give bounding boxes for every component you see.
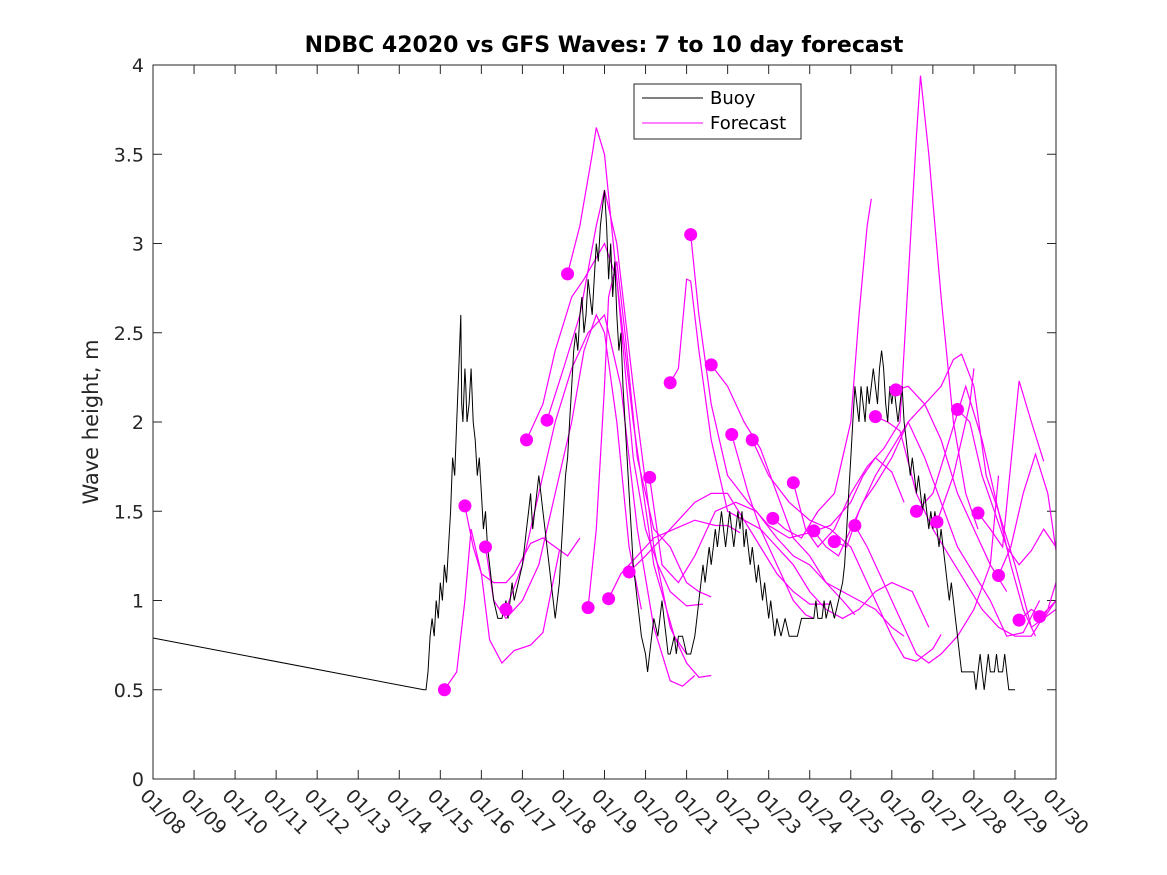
forecast-line [546, 189, 712, 678]
forecast-start-marker [745, 433, 759, 447]
y-tick-label: 3 [132, 234, 144, 256]
forecast-start-marker [992, 569, 1006, 583]
forecast-start-marker [704, 358, 718, 372]
forecast-start-marker [725, 427, 739, 441]
forecast-start-marker [1033, 610, 1047, 624]
forecast-start-marker [868, 410, 882, 424]
forecast-start-marker [458, 499, 472, 513]
forecast-line [484, 313, 642, 620]
forecast-line [772, 198, 872, 539]
y-tick-label: 0.5 [114, 680, 144, 702]
forecast-line [443, 528, 560, 691]
y-tick-label: 0 [132, 769, 144, 791]
legend-forecast-label: Forecast [710, 113, 786, 134]
forecast-markers [437, 228, 1047, 697]
forecast-start-marker [1012, 613, 1026, 627]
forecast-line [875, 416, 1057, 637]
y-axis-label: Wave height, m [79, 339, 103, 504]
forecast-line [957, 409, 1057, 566]
y-tick-label: 3.5 [114, 144, 144, 166]
plot-area [153, 65, 1056, 779]
forecast-start-marker [437, 683, 451, 697]
forecast-line [628, 492, 831, 605]
forecast-start-marker [971, 506, 985, 520]
legend: Buoy Forecast [633, 83, 802, 140]
y-tick-label: 2.5 [114, 323, 144, 345]
forecast-start-marker [478, 540, 492, 554]
forecast-start-marker [540, 413, 554, 427]
forecast-series [443, 75, 1057, 691]
forecast-start-marker [663, 376, 677, 390]
forecast-start-marker [684, 228, 698, 242]
forecast-line [731, 434, 930, 628]
forecast-line [977, 380, 1045, 549]
y-tick-label: 4 [132, 55, 144, 77]
forecast-line [895, 353, 1037, 637]
forecast-start-marker [643, 470, 657, 484]
forecast-start-marker [622, 565, 636, 579]
forecast-start-marker [602, 592, 616, 606]
forecast-line [854, 475, 1000, 664]
forecast-start-marker [581, 601, 595, 615]
forecast-line [813, 403, 1008, 592]
y-axis: 0 0.5 1 1.5 2 2.5 3 3.5 4 [114, 55, 1056, 791]
forecast-line [587, 261, 712, 608]
forecast-start-marker [807, 524, 821, 538]
forecast-start-marker [848, 519, 862, 533]
forecast-start-marker [909, 504, 923, 518]
forecast-line [997, 452, 1057, 576]
forecast-line [936, 368, 975, 523]
forecast-start-marker [930, 515, 944, 529]
forecast-line [567, 127, 704, 607]
forecast-start-marker [561, 267, 575, 281]
forecast-start-marker [520, 433, 534, 447]
legend-buoy-label: Buoy [710, 88, 756, 109]
forecast-start-marker [889, 383, 903, 397]
forecast-line [710, 364, 905, 637]
forecast-line [525, 242, 688, 655]
buoy-series [152, 189, 1015, 691]
buoy-line [152, 189, 1015, 691]
forecast-line [792, 75, 979, 548]
plot-frame [152, 64, 1057, 780]
chart-title: NDBC 42020 vs GFS Waves: 7 to 10 day for… [305, 33, 904, 58]
forecast-line [915, 384, 1057, 629]
forecast-line [505, 313, 696, 687]
forecast-start-marker [786, 476, 800, 490]
forecast-start-marker [827, 535, 841, 549]
forecast-start-marker [766, 511, 780, 525]
y-tick-label: 2 [132, 412, 144, 434]
legend-box [633, 83, 802, 140]
y-tick-label: 1.5 [114, 501, 144, 523]
forecast-line [464, 505, 581, 584]
forecast-start-marker [950, 403, 964, 417]
y-tick-label: 1 [132, 591, 144, 613]
forecast-line [751, 439, 942, 662]
forecast-start-marker [499, 602, 513, 616]
forecast-line [669, 278, 815, 619]
